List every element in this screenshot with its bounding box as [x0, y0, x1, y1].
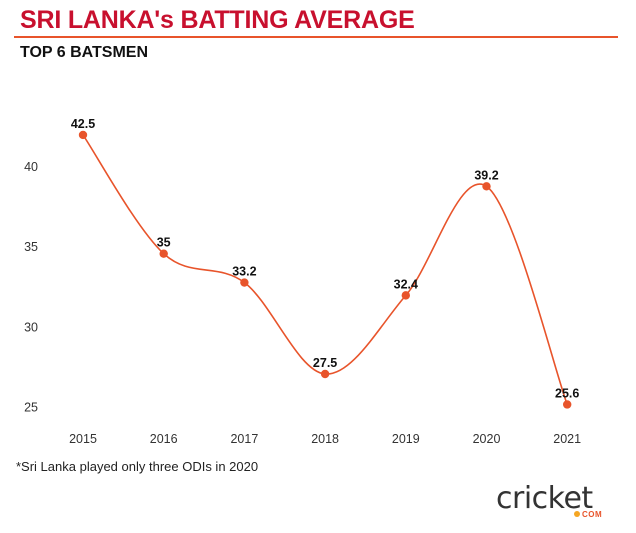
y-tick-label: 30	[24, 320, 38, 334]
logo-dot-icon	[574, 511, 580, 517]
y-tick-label: 25	[24, 401, 38, 415]
chart-subtitle: TOP 6 BATSMEN	[20, 44, 149, 61]
data-point	[240, 278, 249, 287]
data-label: 39.2	[474, 168, 498, 182]
logo-wordmark: cricket	[496, 481, 593, 516]
data-point	[401, 291, 410, 300]
data-label: 42.5	[71, 117, 95, 131]
data-label: 33.2	[232, 265, 256, 279]
data-point	[482, 182, 491, 191]
data-label: 27.5	[313, 356, 337, 370]
x-tick-label: 2021	[553, 432, 581, 446]
data-points	[78, 130, 572, 409]
y-tick-label: 40	[24, 160, 38, 174]
x-tick-label: 2019	[392, 432, 420, 446]
y-tick-label: 35	[24, 240, 38, 254]
x-tick-label: 2018	[311, 432, 339, 446]
logo-suffix: COM	[582, 510, 603, 519]
x-tick-label: 2016	[150, 432, 178, 446]
title-divider	[14, 36, 618, 38]
x-axis: 2015 2016 2017 2018 2019 2020 2021	[69, 432, 581, 446]
chart-title: SRI LANKA's BATTING AVERAGE	[20, 6, 415, 34]
x-tick-label: 2017	[230, 432, 258, 446]
cricket-com-logo: cricket COM	[496, 481, 622, 524]
data-point	[563, 400, 572, 409]
data-point	[78, 130, 88, 140]
data-label: 35	[157, 236, 171, 250]
footnote: *Sri Lanka played only three ODIs in 202…	[16, 459, 259, 474]
y-axis: 25 30 35 40	[24, 160, 38, 415]
data-point	[320, 369, 330, 379]
x-tick-label: 2020	[473, 432, 501, 446]
data-label: 25.6	[555, 386, 579, 400]
data-point	[159, 249, 168, 258]
data-labels: 42.5 35 33.2 27.5 32.4 39.2 25.6	[71, 117, 580, 401]
x-tick-label: 2015	[69, 432, 97, 446]
data-label: 32.4	[394, 277, 418, 291]
